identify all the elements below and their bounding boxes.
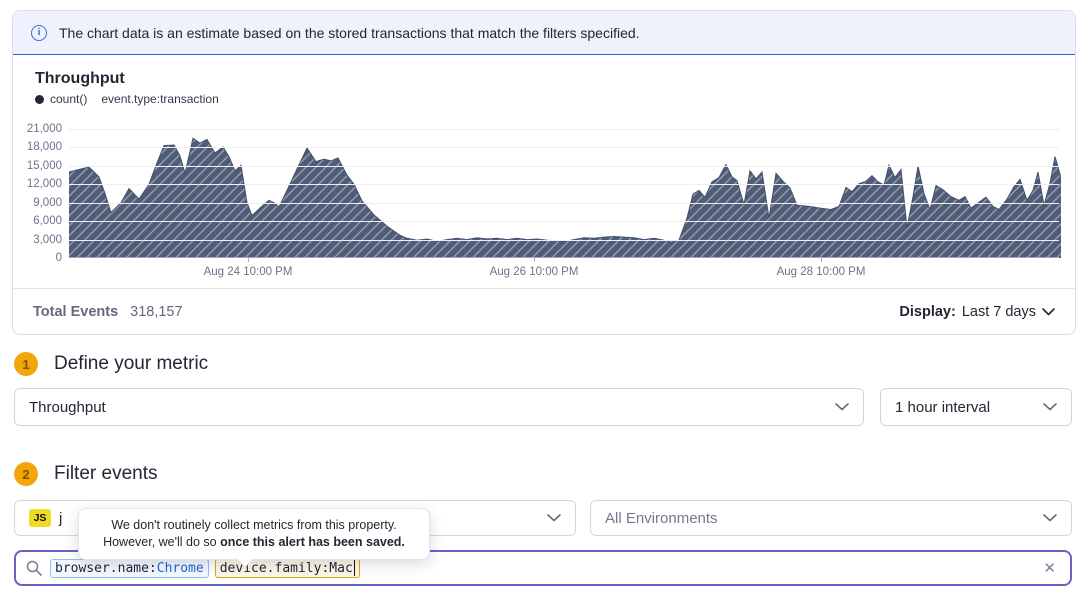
x-axis-tick-label: Aug 26 10:00 PM <box>489 266 579 278</box>
x-axis-tick-label: Aug 24 10:00 PM <box>203 266 293 278</box>
series-line <box>69 137 1061 243</box>
step2-heading: 2 Filter events <box>14 462 1072 486</box>
chart-legend: count() event.type:transaction <box>35 92 1075 106</box>
total-events-label: Total Events <box>33 303 119 320</box>
y-axis-tick-label: 3,000 <box>33 233 62 246</box>
legend-dot-icon <box>35 94 44 104</box>
token-value: Mac <box>329 560 353 576</box>
area-polygon <box>69 138 1061 258</box>
filter-search-input[interactable]: browser.name: Chrome device.family: Mac ✕ <box>14 550 1072 586</box>
legend-series-label: count() <box>50 92 88 106</box>
step1-number-badge: 1 <box>14 352 38 376</box>
chart-title: Throughput <box>35 70 125 87</box>
display-value: Last 7 days <box>961 303 1036 320</box>
metric-select-value: Throughput <box>29 398 106 416</box>
total-events-value: 318,157 <box>130 303 183 320</box>
chart-section: Throughput count() event.type:transactio… <box>13 55 1075 288</box>
gridline <box>69 239 1059 241</box>
display-range-dropdown[interactable]: Display: Last 7 days <box>899 304 1055 320</box>
javascript-platform-icon: JS <box>29 509 51 527</box>
clear-search-icon[interactable]: ✕ <box>1043 560 1056 577</box>
x-axis-tick-label: Aug 28 10:00 PM <box>776 266 866 278</box>
metric-select[interactable]: Throughput <box>14 388 864 426</box>
gridline <box>69 165 1059 167</box>
throughput-area-chart: 21,000 18,000 15,000 12,000 9,000 6,000 3,000 0 <box>27 122 1061 264</box>
info-banner-text: The chart data is an estimate based on t… <box>59 24 640 41</box>
chart-panel-footer: Total Events 318,157 Display: Last 7 day… <box>13 288 1075 334</box>
token-value: Chrome <box>156 560 204 576</box>
gridline <box>69 202 1059 204</box>
chart-panel: i The chart data is an estimate based on… <box>12 10 1076 335</box>
environment-select-value: All Environments <box>605 509 718 527</box>
display-label: Display: <box>899 303 956 320</box>
environment-select[interactable]: All Environments <box>590 500 1072 536</box>
step1-title: Define your metric <box>54 353 209 374</box>
chevron-down-icon <box>835 403 849 411</box>
legend-query-label: event.type:transaction <box>101 92 219 106</box>
gridline <box>69 184 1059 186</box>
gridline <box>69 129 1059 130</box>
tooltip-line2: However, we'll do so <box>103 534 221 549</box>
chevron-down-icon <box>1043 514 1057 522</box>
gridline <box>69 147 1059 149</box>
search-token-browser-name[interactable]: browser.name: Chrome <box>50 558 209 578</box>
y-axis-tick-label: 18,000 <box>26 141 62 154</box>
gridline <box>69 221 1059 223</box>
interval-select[interactable]: 1 hour interval <box>880 388 1072 426</box>
y-axis-tick-label: 15,000 <box>26 159 62 172</box>
filter-section: JS j All Environments We don't routinely… <box>0 500 1086 586</box>
search-token-device-family[interactable]: device.family: Mac <box>214 558 361 578</box>
tooltip-line1: We don't routinely collect metrics from … <box>111 518 397 532</box>
x-axis-line <box>69 257 1059 258</box>
search-token-list: browser.name: Chrome device.family: Mac <box>50 558 1031 578</box>
x-axis-tick <box>534 258 535 262</box>
step1-heading: 1 Define your metric <box>14 352 1072 376</box>
text-cursor <box>353 560 356 576</box>
x-axis: Aug 24 10:00 PM Aug 26 10:00 PM Aug 28 10:… <box>69 258 1059 288</box>
tooltip-line2-bold: once this alert has been saved. <box>220 534 405 549</box>
token-key: device.family: <box>219 560 330 576</box>
search-icon <box>26 560 42 576</box>
y-axis-tick-label: 21,000 <box>26 123 62 135</box>
project-select-value: j <box>59 509 63 527</box>
metric-property-tooltip: We don't routinely collect metrics from … <box>78 508 430 560</box>
step2-title: Filter events <box>54 463 158 484</box>
y-axis-tick-label: 6,000 <box>33 215 62 228</box>
chevron-down-icon <box>1042 307 1055 315</box>
area-series <box>69 137 1061 258</box>
x-axis-tick <box>821 258 822 262</box>
token-key: browser.name: <box>55 560 157 576</box>
x-axis-tick <box>248 258 249 262</box>
interval-select-value: 1 hour interval <box>895 398 991 416</box>
y-axis-tick-label: 12,000 <box>26 178 62 191</box>
chevron-down-icon <box>1043 403 1057 411</box>
y-axis-tick-label: 0 <box>55 252 62 264</box>
chevron-down-icon <box>547 514 561 522</box>
info-icon: i <box>31 24 47 41</box>
y-axis-tick-label: 9,000 <box>33 196 62 209</box>
info-banner: i The chart data is an estimate based on… <box>13 11 1075 55</box>
step2-number-badge: 2 <box>14 462 38 486</box>
